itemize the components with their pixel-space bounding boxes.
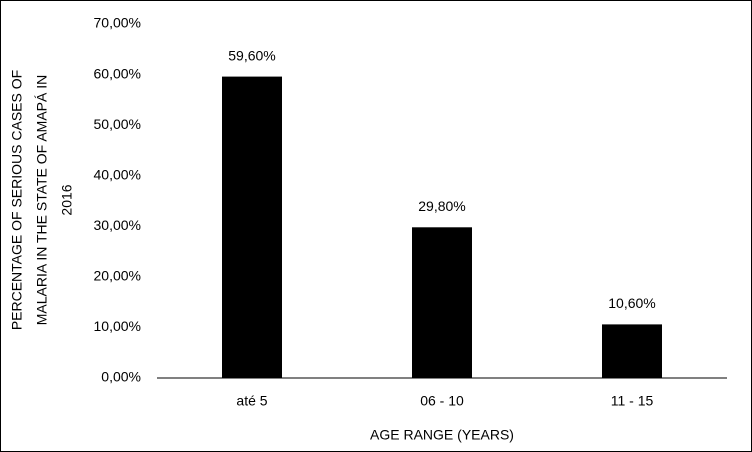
y-tick-label: 10,00% <box>94 318 141 334</box>
y-tick-label: 0,00% <box>101 369 141 385</box>
value-label: 29,80% <box>418 198 465 214</box>
bar <box>602 324 662 378</box>
bar <box>412 227 472 378</box>
x-tick-label: 11 - 15 <box>611 393 654 409</box>
x-axis-label: AGE RANGE (YEARS) <box>370 427 514 443</box>
y-tick-label: 60,00% <box>94 65 141 81</box>
y-axis-label: 2016 <box>59 184 75 215</box>
x-tick-label: 06 - 10 <box>420 393 464 409</box>
y-axis-label: PERCENTAGE OF SERIOUS CASES OF <box>9 70 25 330</box>
y-tick-label: 40,00% <box>94 166 141 182</box>
y-tick-label: 70,00% <box>94 15 141 31</box>
bar <box>222 76 282 378</box>
value-label: 59,60% <box>228 47 275 63</box>
y-tick-label: 30,00% <box>94 217 141 233</box>
x-tick-label: até 5 <box>236 393 267 409</box>
y-tick-label: 20,00% <box>94 268 141 284</box>
y-tick-label: 50,00% <box>94 116 141 132</box>
value-label: 10,60% <box>608 295 655 311</box>
y-axis-label: MALARIA IN THE STATE OF AMAPÁ IN <box>34 75 50 326</box>
